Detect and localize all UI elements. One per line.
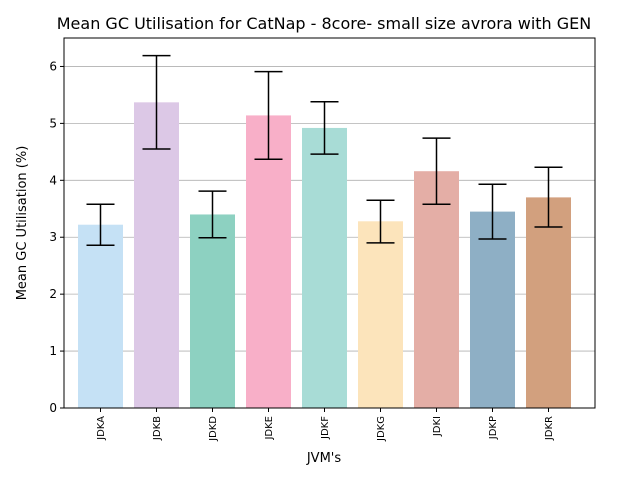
y-tick-label: 5 bbox=[49, 116, 57, 130]
y-tick-label: 1 bbox=[49, 344, 57, 358]
x-axis-ticks: JDKA JDKB JDKD JDKE JDKF JDKG JDKI JDKP JDKR bbox=[96, 408, 555, 442]
bar-jdka bbox=[78, 224, 123, 408]
x-axis-label: JVM's bbox=[306, 451, 342, 466]
x-tick-label: JDKP bbox=[488, 416, 499, 440]
bar-jdkg bbox=[358, 221, 403, 408]
bar-jdkf bbox=[302, 127, 347, 408]
y-tick-label: 4 bbox=[49, 173, 57, 187]
bar-jdkp bbox=[470, 211, 515, 408]
bar-jdkd bbox=[190, 214, 235, 408]
x-tick-label: JDKB bbox=[152, 416, 163, 441]
y-tick-label: 0 bbox=[49, 401, 57, 415]
y-tick-label: 2 bbox=[49, 287, 57, 301]
y-axis-label: Mean GC Utilisation (%) bbox=[15, 146, 30, 301]
x-tick-label: JDKR bbox=[544, 416, 555, 441]
bars bbox=[78, 102, 571, 409]
chart-title: Mean GC Utilisation for CatNap - 8core- … bbox=[57, 14, 592, 33]
y-axis-ticks: 0 1 2 3 4 5 6 bbox=[49, 59, 64, 415]
error-bars bbox=[86, 54, 563, 246]
x-tick-label: JDKF bbox=[320, 416, 331, 440]
y-tick-label: 3 bbox=[49, 230, 57, 244]
x-tick-label: JDKE bbox=[264, 416, 275, 441]
bar-jdkb bbox=[134, 102, 179, 409]
bar-jdkr bbox=[526, 197, 571, 408]
x-tick-label: JDKG bbox=[376, 416, 387, 442]
bar-jdke bbox=[246, 115, 291, 409]
x-tick-label: JDKA bbox=[96, 416, 107, 441]
plot-frame bbox=[63, 37, 596, 409]
y-tick-label: 6 bbox=[49, 59, 57, 73]
x-tick-label: JDKI bbox=[432, 416, 443, 437]
bar-jdki bbox=[414, 171, 459, 408]
x-tick-label: JDKD bbox=[208, 416, 219, 442]
